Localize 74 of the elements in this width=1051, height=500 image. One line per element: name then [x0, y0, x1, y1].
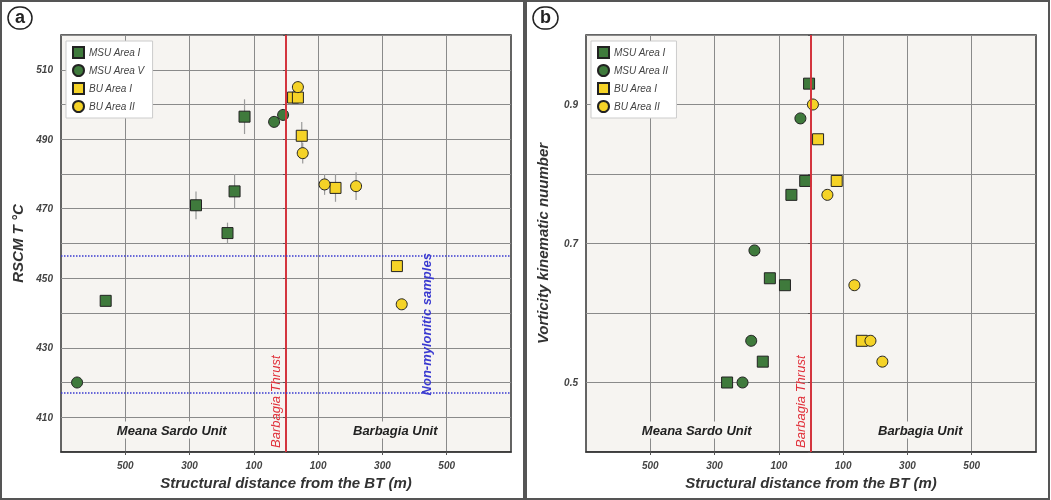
- ref-line-label: Non-mylonitic samples: [419, 253, 435, 396]
- point: [350, 180, 363, 193]
- point: [821, 188, 834, 201]
- point: [221, 227, 234, 240]
- point: [756, 355, 769, 368]
- y-tick-label: 0.5: [564, 377, 579, 388]
- x-tick-label: 500: [116, 459, 135, 471]
- x-tick-label: 100: [309, 459, 327, 471]
- point: [848, 279, 861, 292]
- point: [238, 110, 251, 123]
- point: [329, 181, 342, 194]
- point: [864, 334, 877, 347]
- point: [794, 112, 807, 125]
- x-axis-title: Structural distance from the BT (m): [685, 473, 937, 491]
- annotation: Meana Sardo Unit: [116, 422, 228, 438]
- point: [745, 334, 758, 347]
- chart-title: b: [540, 7, 551, 27]
- legend-label: MSU Area V: [89, 65, 146, 76]
- point: [876, 355, 889, 368]
- x-tick-label: 100: [834, 459, 852, 471]
- y-tick-label: 0.7: [564, 238, 579, 249]
- legend-label: MSU Area II: [614, 65, 669, 76]
- point: [395, 298, 408, 311]
- y-tick-label: 450: [35, 272, 54, 284]
- x-tick-label: 100: [770, 459, 788, 471]
- point: [268, 115, 281, 128]
- x-tick-label: 300: [899, 459, 917, 471]
- legend-label: BU Area I: [614, 83, 658, 94]
- point: [291, 91, 304, 104]
- point: [318, 178, 331, 191]
- point: [799, 174, 812, 187]
- x-tick-label: 500: [641, 459, 660, 471]
- point: [778, 279, 791, 292]
- annotation: Barbagia Unit: [877, 422, 964, 438]
- point: [190, 199, 202, 212]
- y-tick-label: 510: [36, 64, 54, 76]
- point: [390, 260, 403, 273]
- chart-title: a: [15, 7, 26, 27]
- y-tick-label: 470: [35, 203, 54, 215]
- point: [99, 294, 112, 307]
- point: [748, 244, 761, 257]
- x-tick-label: 300: [706, 459, 724, 471]
- legend-label: BU Area II: [89, 101, 135, 112]
- x-axis-title: Structural distance from the BT (m): [160, 473, 412, 491]
- point: [71, 376, 84, 389]
- point: [785, 188, 798, 201]
- y-tick-label: 490: [35, 133, 54, 145]
- point: [291, 81, 304, 94]
- x-tick-label: 500: [963, 459, 981, 471]
- point: [228, 185, 241, 198]
- y-tick-label: 410: [35, 411, 54, 423]
- y-axis-title: RSCM T °C: [9, 203, 26, 283]
- point: [296, 147, 309, 160]
- ref-line-label: Barbagia Thrust: [268, 354, 283, 448]
- point: [812, 133, 825, 146]
- x-tick-label: 300: [374, 459, 392, 471]
- legend-label: MSU Area I: [89, 47, 141, 58]
- point: [721, 376, 734, 389]
- x-tick-label: 300: [181, 459, 199, 471]
- legend-label: BU Area II: [614, 101, 660, 112]
- x-tick-label: 500: [438, 459, 456, 471]
- point: [295, 129, 308, 142]
- legend-label: MSU Area I: [614, 47, 666, 58]
- annotation: Meana Sardo Unit: [641, 422, 753, 438]
- y-axis-title: Vorticity kinematic nuumber: [534, 141, 551, 345]
- ref-line-label: Barbagia Thrust: [793, 354, 808, 448]
- point: [830, 174, 843, 187]
- y-tick-label: 0.9: [564, 99, 579, 110]
- x-tick-label: 100: [245, 459, 263, 471]
- point: [736, 376, 749, 389]
- point: [763, 272, 776, 285]
- y-tick-label: 430: [35, 342, 54, 354]
- legend-label: BU Area I: [89, 83, 133, 94]
- annotation: Barbagia Unit: [352, 422, 439, 438]
